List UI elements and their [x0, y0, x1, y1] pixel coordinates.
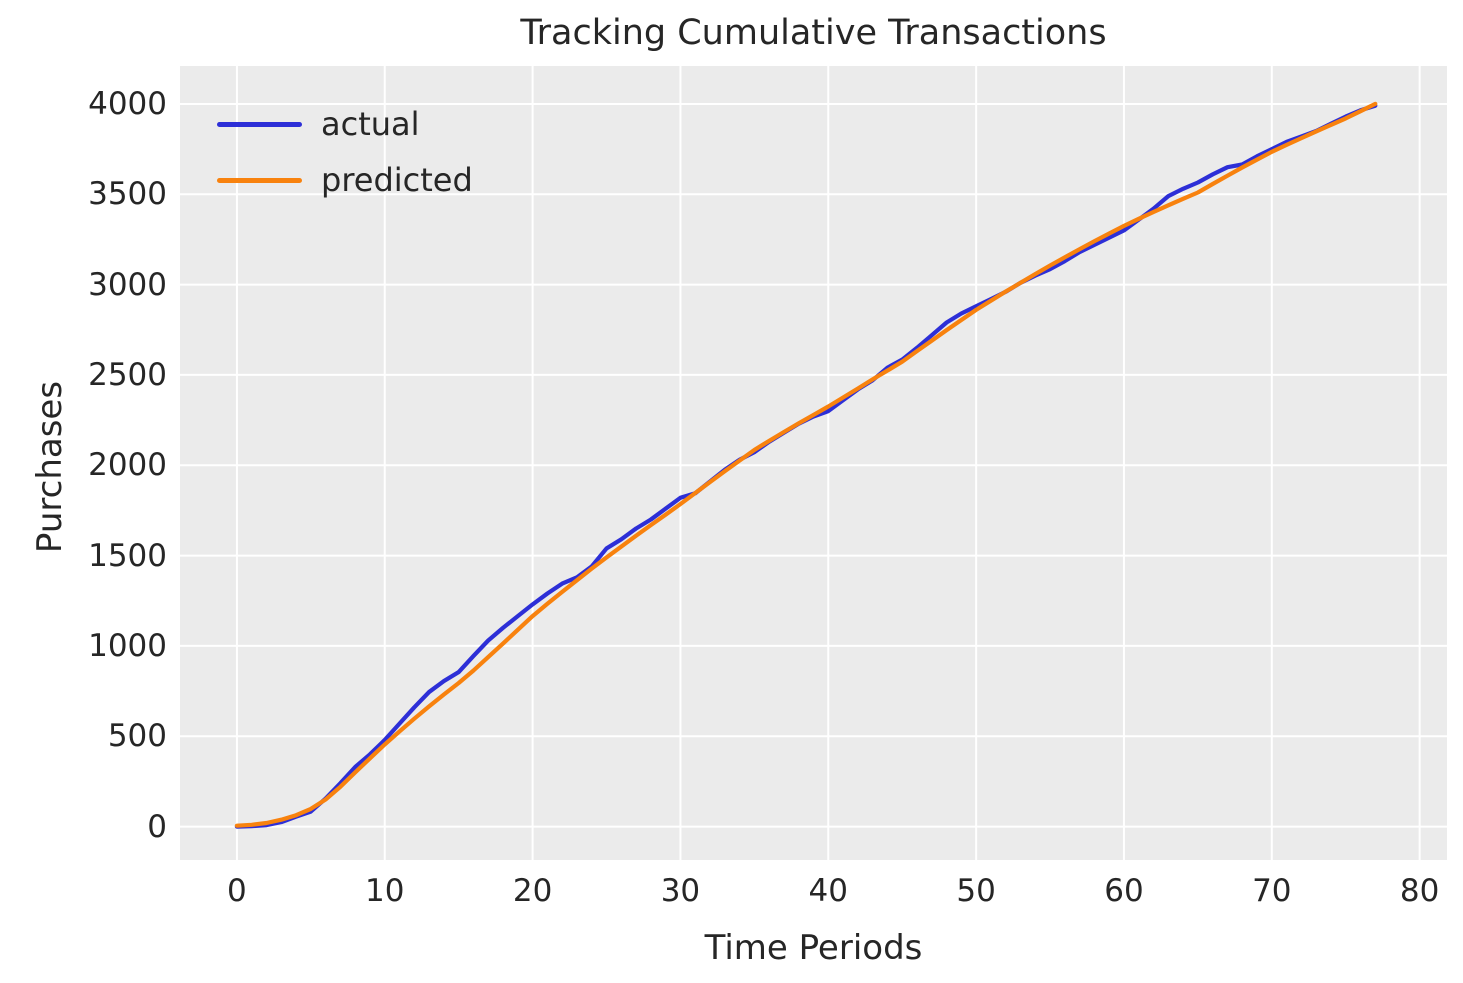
y-tick-label: 3000	[88, 266, 167, 303]
x-tick-label: 10	[365, 873, 405, 909]
y-tick-label: 1000	[88, 627, 167, 664]
x-tick-label: 60	[1104, 873, 1144, 909]
x-tick-label: 80	[1399, 873, 1440, 909]
legend-item-actual: actual	[217, 96, 473, 152]
legend-line-sample-actual	[217, 121, 302, 127]
x-axis-label: Time Periods	[704, 928, 923, 968]
legend-label-predicted: predicted	[321, 161, 473, 199]
x-tick-label: 0	[227, 873, 247, 909]
y-tick-label: 3500	[88, 176, 167, 213]
x-tick-label: 30	[660, 873, 701, 909]
chart-title: Tracking Cumulative Transactions	[520, 13, 1107, 53]
axes-background	[180, 66, 1447, 860]
y-tick-label: 1500	[88, 537, 167, 574]
y-tick-label: 2000	[88, 447, 167, 484]
legend-line-sample-predicted	[217, 177, 302, 183]
x-tick-label: 50	[956, 873, 996, 909]
y-tick-label: 4000	[88, 85, 167, 122]
x-tick-label: 40	[808, 873, 848, 909]
x-tick-label: 20	[512, 873, 553, 909]
legend-label-actual: actual	[321, 105, 420, 143]
legend: actual predicted	[217, 96, 473, 208]
y-tick-label: 2500	[88, 356, 167, 393]
y-tick-label: 500	[107, 718, 167, 755]
series-line-predicted	[234, 101, 1378, 828]
legend-item-predicted: predicted	[217, 152, 473, 208]
y-tick-label: 0	[147, 808, 167, 845]
y-axis-label: Purchases	[30, 380, 70, 554]
x-tick-label: 70	[1252, 873, 1292, 909]
